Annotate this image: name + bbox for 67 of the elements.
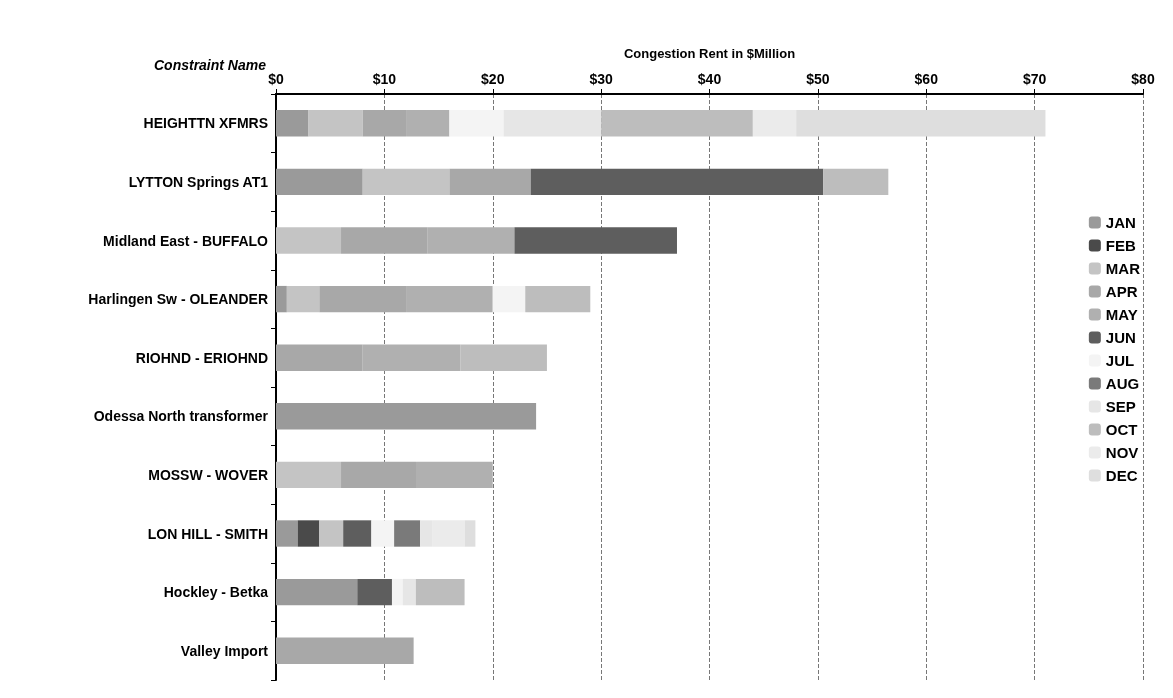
bar (276, 227, 342, 254)
y-tick-label: LYTTON Springs AT1 (128, 173, 269, 190)
bar (391, 578, 403, 606)
x-tick-label: $60 (914, 71, 939, 87)
legend-label: SEP (1105, 398, 1136, 415)
x-axis-title: Congestion Rent in $Million (623, 46, 796, 61)
legend-label: JUL (1105, 352, 1135, 369)
bar (823, 168, 889, 196)
legend-label: APR (1105, 283, 1138, 300)
y-axis-title: Constraint Name (153, 57, 267, 74)
bar (503, 110, 602, 137)
bar (394, 520, 421, 547)
bar (319, 520, 344, 547)
bar (276, 110, 309, 137)
bar (308, 110, 363, 137)
legend-label: MAR (1105, 260, 1141, 277)
x-tick-label: $80 (1131, 71, 1155, 87)
bar (371, 520, 395, 547)
bar (276, 168, 363, 196)
legend-label: OCT (1105, 421, 1138, 438)
legend-label: AUG (1105, 375, 1140, 392)
legend-label: JUN (1105, 329, 1136, 346)
legend-label: JAN (1105, 214, 1136, 231)
bar (276, 403, 537, 430)
y-tick-label: HEIGHTTN XFMRS (143, 115, 268, 132)
x-tick-label: $30 (589, 71, 614, 87)
bar (276, 637, 414, 664)
bar (297, 520, 320, 547)
x-tick-label: $0 (268, 71, 284, 87)
x-tick-label: $40 (697, 71, 722, 87)
y-tick-label: Odessa North transformer (93, 408, 269, 425)
x-tick-label: $70 (1022, 71, 1047, 87)
bar (449, 168, 531, 196)
legend-label: DEC (1105, 467, 1138, 484)
legend-label: FEB (1105, 237, 1137, 254)
x-tick-label: $50 (806, 71, 830, 87)
bar (276, 578, 358, 606)
bar (601, 110, 753, 137)
bar (276, 520, 298, 547)
y-tick-label: LON HILL - SMITH (147, 525, 268, 542)
bar (460, 344, 547, 371)
bar (530, 168, 824, 196)
bar (796, 110, 1046, 137)
bar (525, 285, 591, 313)
x-tick-label: $20 (481, 71, 505, 87)
bar (415, 578, 465, 606)
y-tick-label: Midland East - BUFFALO (103, 232, 269, 249)
bar (464, 520, 476, 547)
bar (492, 285, 526, 313)
bar (402, 578, 416, 606)
bar (276, 461, 342, 489)
legend-label: MAY (1105, 306, 1138, 323)
y-tick-label: MOSSW - WOVER (148, 466, 268, 483)
bar (276, 285, 287, 313)
x-tick-label: $10 (372, 71, 397, 87)
bar (343, 520, 372, 547)
y-tick-label: RIOHND - ERIOHND (135, 349, 268, 366)
legend-label: NOV (1105, 444, 1139, 461)
bar (357, 578, 392, 606)
bar (286, 285, 320, 313)
bar (362, 168, 450, 196)
bar (449, 110, 504, 137)
bar (514, 227, 677, 254)
bar (752, 110, 797, 137)
y-tick-label: Harlingen Sw - OLEANDER (88, 291, 268, 308)
y-tick-label: Valley Import (180, 642, 269, 659)
y-tick-label: Hockley - Betka (163, 584, 269, 601)
